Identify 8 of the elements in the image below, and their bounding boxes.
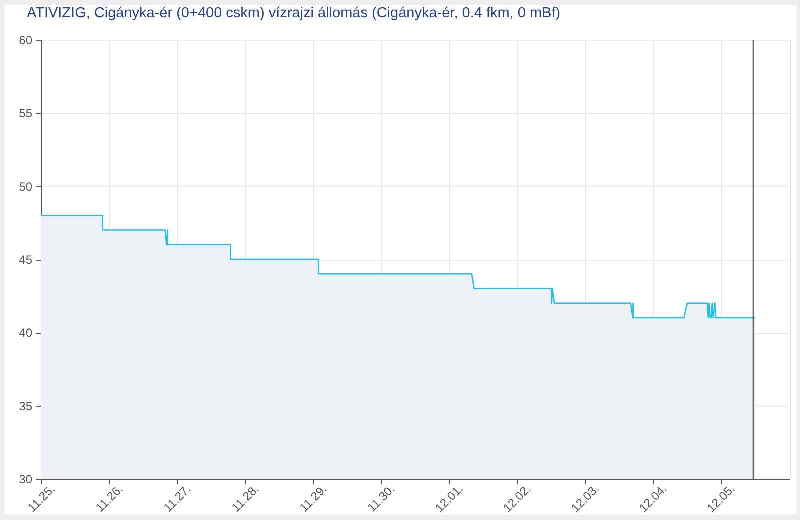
y-tick-label: 35 bbox=[19, 399, 33, 414]
y-tick-label: 45 bbox=[19, 253, 33, 267]
y-tick-label: 50 bbox=[19, 180, 33, 194]
y-tick-label: 60 bbox=[19, 34, 33, 48]
y-tick-label: 55 bbox=[19, 106, 33, 121]
y-tick-label: 30 bbox=[19, 472, 33, 486]
chart-title: ATIVIZIG, Cigányka-ér (0+400 cskm) vízrajzi állomás (Cigányka-ér, 0.4 fkm, 0 mBf) bbox=[27, 6, 561, 22]
y-tick-label: 40 bbox=[19, 326, 33, 340]
